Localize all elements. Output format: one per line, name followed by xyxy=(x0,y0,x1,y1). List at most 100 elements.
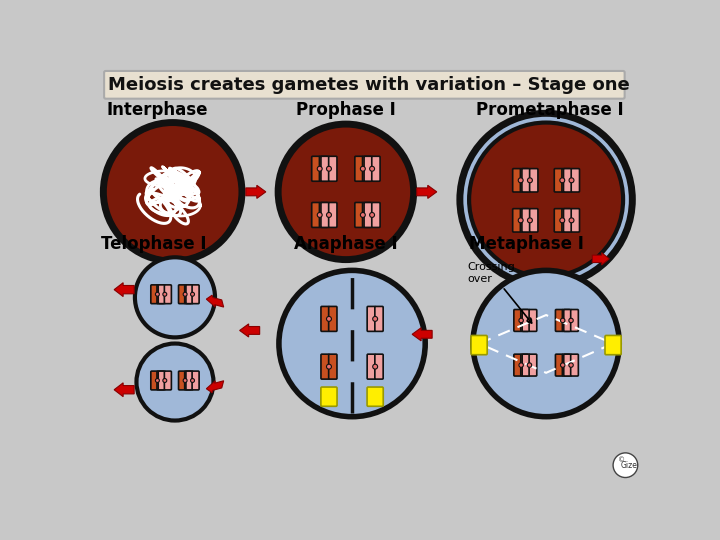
Circle shape xyxy=(183,379,187,382)
FancyBboxPatch shape xyxy=(363,202,371,227)
FancyBboxPatch shape xyxy=(562,168,570,192)
FancyBboxPatch shape xyxy=(355,202,363,227)
Circle shape xyxy=(560,178,564,183)
Circle shape xyxy=(519,363,523,367)
FancyBboxPatch shape xyxy=(328,156,337,181)
Circle shape xyxy=(278,124,414,260)
FancyBboxPatch shape xyxy=(312,202,320,227)
FancyBboxPatch shape xyxy=(367,387,383,406)
Circle shape xyxy=(518,218,523,223)
Circle shape xyxy=(191,292,194,296)
FancyBboxPatch shape xyxy=(328,354,337,379)
FancyBboxPatch shape xyxy=(522,208,530,232)
Circle shape xyxy=(163,292,167,296)
FancyBboxPatch shape xyxy=(328,306,337,332)
FancyBboxPatch shape xyxy=(554,208,562,232)
Text: ©: © xyxy=(618,457,625,463)
FancyBboxPatch shape xyxy=(564,309,572,332)
Text: Telophase I: Telophase I xyxy=(101,235,206,253)
FancyBboxPatch shape xyxy=(375,354,383,379)
FancyBboxPatch shape xyxy=(513,168,521,192)
FancyBboxPatch shape xyxy=(185,285,192,303)
FancyBboxPatch shape xyxy=(562,354,570,376)
FancyBboxPatch shape xyxy=(372,156,380,181)
FancyBboxPatch shape xyxy=(158,285,165,303)
FancyBboxPatch shape xyxy=(192,371,199,390)
Text: Interphase: Interphase xyxy=(107,100,208,119)
Text: Anaphase I: Anaphase I xyxy=(294,235,397,253)
FancyBboxPatch shape xyxy=(355,156,363,181)
FancyBboxPatch shape xyxy=(564,354,572,376)
FancyBboxPatch shape xyxy=(521,309,528,332)
Circle shape xyxy=(369,166,374,171)
Circle shape xyxy=(569,318,573,323)
Polygon shape xyxy=(114,283,134,296)
Polygon shape xyxy=(240,324,260,337)
Text: Prophase I: Prophase I xyxy=(296,100,396,119)
FancyBboxPatch shape xyxy=(179,285,186,303)
Circle shape xyxy=(156,292,159,296)
FancyBboxPatch shape xyxy=(179,371,186,390)
FancyBboxPatch shape xyxy=(514,309,521,332)
FancyBboxPatch shape xyxy=(564,168,572,192)
FancyBboxPatch shape xyxy=(530,168,538,192)
Polygon shape xyxy=(207,381,224,393)
FancyBboxPatch shape xyxy=(192,285,199,303)
FancyBboxPatch shape xyxy=(513,208,521,232)
Text: Gize: Gize xyxy=(621,461,638,470)
FancyBboxPatch shape xyxy=(571,208,580,232)
Text: Prometaphase I: Prometaphase I xyxy=(476,100,624,119)
FancyBboxPatch shape xyxy=(564,208,572,232)
Circle shape xyxy=(560,363,565,367)
Circle shape xyxy=(318,166,322,171)
FancyBboxPatch shape xyxy=(320,202,328,227)
FancyBboxPatch shape xyxy=(321,156,329,181)
FancyBboxPatch shape xyxy=(164,371,171,390)
FancyBboxPatch shape xyxy=(104,71,625,99)
Polygon shape xyxy=(412,328,432,341)
FancyBboxPatch shape xyxy=(522,168,530,192)
FancyBboxPatch shape xyxy=(150,285,158,303)
FancyBboxPatch shape xyxy=(363,156,371,181)
FancyBboxPatch shape xyxy=(571,354,578,376)
Circle shape xyxy=(369,212,374,218)
FancyBboxPatch shape xyxy=(555,354,563,376)
Circle shape xyxy=(569,363,573,367)
FancyBboxPatch shape xyxy=(562,309,570,332)
FancyBboxPatch shape xyxy=(554,168,562,192)
Circle shape xyxy=(163,379,167,382)
FancyBboxPatch shape xyxy=(562,208,570,232)
Circle shape xyxy=(560,318,565,323)
Circle shape xyxy=(518,178,523,183)
FancyBboxPatch shape xyxy=(471,335,487,355)
FancyBboxPatch shape xyxy=(328,202,337,227)
Circle shape xyxy=(519,318,523,323)
FancyBboxPatch shape xyxy=(321,306,329,332)
FancyBboxPatch shape xyxy=(555,309,563,332)
FancyBboxPatch shape xyxy=(530,208,538,232)
FancyBboxPatch shape xyxy=(157,285,164,303)
FancyBboxPatch shape xyxy=(529,354,537,376)
Circle shape xyxy=(527,363,531,367)
FancyBboxPatch shape xyxy=(521,354,528,376)
Circle shape xyxy=(326,212,331,218)
Polygon shape xyxy=(593,253,609,265)
FancyBboxPatch shape xyxy=(529,309,537,332)
Circle shape xyxy=(183,292,187,296)
FancyBboxPatch shape xyxy=(186,371,193,390)
FancyBboxPatch shape xyxy=(364,202,372,227)
Circle shape xyxy=(569,218,574,223)
FancyBboxPatch shape xyxy=(164,285,171,303)
FancyBboxPatch shape xyxy=(605,335,621,355)
Polygon shape xyxy=(114,383,134,397)
FancyBboxPatch shape xyxy=(158,371,165,390)
FancyBboxPatch shape xyxy=(514,354,521,376)
FancyBboxPatch shape xyxy=(571,168,580,192)
Circle shape xyxy=(460,113,632,286)
Circle shape xyxy=(469,123,623,276)
FancyBboxPatch shape xyxy=(521,208,528,232)
Circle shape xyxy=(373,316,377,321)
Circle shape xyxy=(191,379,194,382)
Circle shape xyxy=(137,343,213,421)
Polygon shape xyxy=(246,185,266,198)
